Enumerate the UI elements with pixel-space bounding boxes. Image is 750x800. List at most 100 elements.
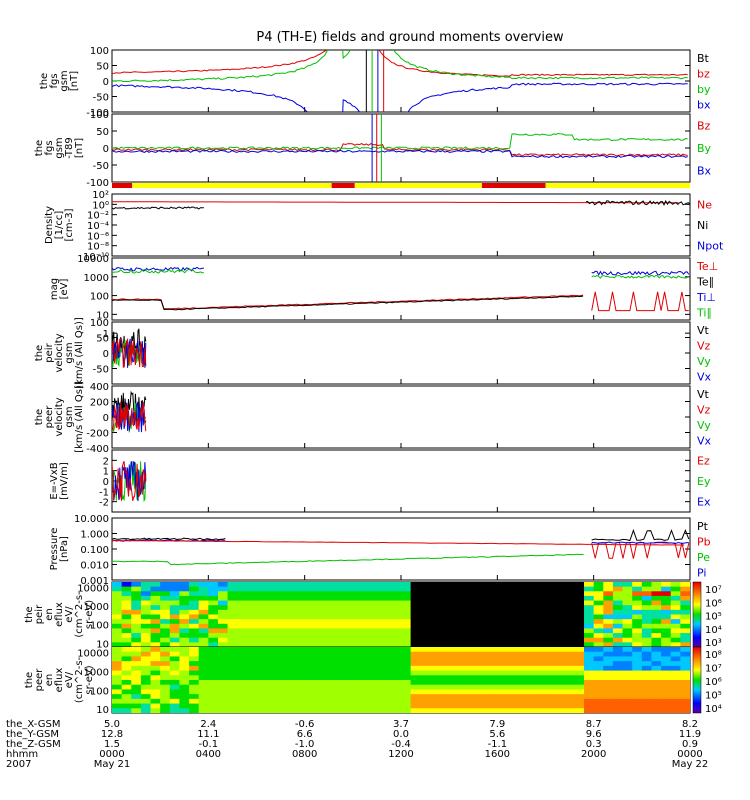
heatmap-cell — [535, 600, 547, 606]
heatmap-cell — [651, 647, 662, 653]
heatmap-cell — [564, 595, 575, 602]
heatmap-cell — [381, 680, 392, 686]
heatmap-cell — [352, 595, 364, 602]
heatmap-cell — [275, 619, 286, 625]
heatmap-cell — [295, 609, 306, 616]
heatmap-cell — [564, 642, 575, 647]
heatmap-cell — [295, 675, 306, 681]
heatmap-cell — [651, 637, 662, 643]
heatmap-cell — [121, 582, 132, 588]
heatmap-cell — [372, 609, 383, 616]
heatmap-cell — [246, 708, 258, 713]
heatmap-cell — [131, 675, 142, 681]
heatmap-cell — [160, 665, 171, 672]
heatmap-cell — [333, 619, 344, 625]
heatmap-cell — [169, 703, 181, 709]
heatmap-cell — [217, 708, 229, 713]
heatmap-cell — [506, 595, 518, 602]
heatmap-cell — [304, 694, 315, 700]
heatmap-cell — [651, 628, 662, 634]
legend-entry: bx — [697, 98, 711, 111]
heatmap-cell — [372, 582, 383, 588]
heatmap-cell — [237, 642, 248, 647]
heatmap-cell — [391, 633, 402, 639]
heatmap-cell — [632, 591, 643, 597]
heatmap-cell — [632, 614, 643, 620]
heatmap-cell — [217, 619, 229, 625]
heatmap-cell — [246, 647, 258, 653]
heatmap-cell — [121, 651, 132, 658]
heatmap-cell — [622, 647, 633, 653]
heatmap-cell — [584, 642, 595, 647]
heatmap-cell — [112, 708, 123, 713]
heatmap-cell — [593, 661, 604, 667]
heatmap-cell — [304, 619, 315, 625]
heatmap-cell — [545, 698, 556, 705]
heatmap-cell — [352, 609, 364, 616]
heatmap-cell — [304, 600, 315, 606]
heatmap-cell — [535, 684, 547, 691]
heatmap-cell — [478, 609, 489, 616]
heatmap-cell — [603, 656, 614, 662]
heatmap-cell — [680, 647, 690, 653]
heatmap-cell — [439, 670, 450, 676]
heatmap-cell — [574, 694, 585, 700]
heatmap-cell — [121, 614, 132, 620]
heatmap-cell — [217, 698, 229, 705]
heatmap-cell — [362, 591, 373, 597]
panel-data — [112, 528, 690, 566]
heatmap-cell — [189, 665, 200, 672]
heatmap-cell — [661, 642, 672, 647]
heatmap-cell — [526, 670, 537, 676]
heatmap-cell — [198, 595, 209, 602]
heatmap-cell — [584, 680, 595, 686]
heatmap-cell — [266, 605, 277, 611]
y-tick-label: 1.000 — [80, 530, 109, 541]
heatmap-cell — [593, 623, 604, 630]
legend-entry: Vy — [697, 419, 711, 432]
heatmap-cell — [381, 619, 392, 625]
y-tick-label: 0 — [103, 77, 109, 88]
heatmap-cell — [439, 675, 450, 681]
heatmap-cell — [323, 591, 335, 597]
line-red — [112, 460, 147, 502]
heatmap-cell — [516, 684, 527, 691]
heatmap-cell — [227, 600, 238, 606]
heatmap-cell — [622, 698, 633, 705]
heatmap-cell — [246, 591, 258, 597]
panel-data — [112, 328, 147, 368]
heatmap-cell — [410, 703, 421, 709]
heatmap-cell — [150, 694, 161, 700]
heatmap-cell — [661, 698, 672, 705]
heatmap-cell — [333, 633, 344, 639]
heatmap-cell — [574, 708, 585, 713]
panel-data — [112, 460, 147, 503]
x-tick-label: 1600 — [485, 749, 510, 760]
y-axis-label-line: (cm^2-s- — [74, 656, 85, 703]
heatmap-cell — [429, 684, 441, 691]
heatmap-cell — [275, 633, 286, 639]
heatmap-cell — [516, 619, 527, 625]
heatmap-cell — [651, 694, 662, 700]
heatmap-cell — [304, 661, 315, 667]
region-segment — [132, 183, 332, 188]
heatmap-cell — [593, 703, 604, 709]
heatmap-cell — [150, 684, 161, 691]
heatmap-cell — [352, 665, 364, 672]
heatmap-cell — [131, 591, 142, 597]
heatmap-cell — [651, 586, 662, 592]
heatmap-cell — [140, 633, 152, 639]
heatmap-cell — [112, 647, 123, 653]
heatmap-cell — [217, 605, 229, 611]
heatmap-cell — [612, 642, 624, 647]
y-tick-label: 1000 — [84, 668, 109, 679]
heatmap-cell — [680, 665, 690, 672]
heatmap-cell — [478, 642, 489, 647]
heatmap-cell — [198, 675, 209, 681]
y-axis-label-line: [nT] — [74, 138, 85, 158]
heatmap-cell — [516, 698, 527, 705]
heatmap-cell — [574, 642, 585, 647]
heatmap-cell — [150, 614, 161, 620]
heatmap-cell — [140, 694, 152, 700]
heatmap-cell — [131, 698, 142, 705]
